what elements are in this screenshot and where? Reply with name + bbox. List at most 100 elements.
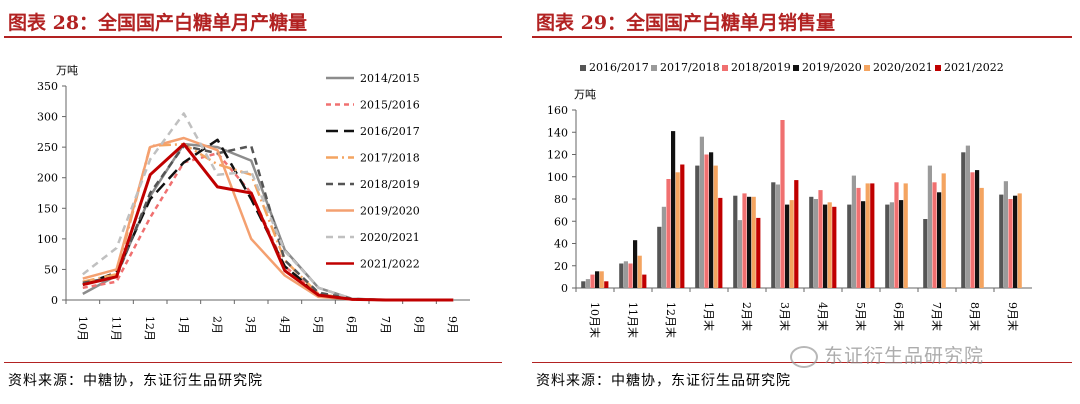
right-bar (599, 271, 604, 288)
right-x-tick-label: 10月末 (588, 302, 602, 338)
left-legend-label: 2015/2016 (360, 99, 420, 112)
right-bar (979, 187, 984, 288)
right-bar (847, 204, 852, 288)
right-bar (619, 263, 624, 288)
right-bar (737, 220, 742, 288)
right-legend-label: 2019/2020 (802, 61, 862, 74)
right-bar (923, 219, 928, 288)
left-x-tick-label: 2月 (211, 316, 224, 334)
right-bar (642, 274, 647, 288)
right-x-tick-label: 5月末 (854, 302, 868, 331)
left-legend-label: 2016/2017 (360, 125, 420, 138)
right-bar (932, 182, 937, 288)
right-y-tick-label: 60 (554, 215, 568, 228)
watermark: 东证衍生品研究院 (790, 341, 984, 368)
right-x-tick-label: 11月末 (626, 302, 640, 338)
left-y-tick-label: 0 (51, 294, 58, 307)
watermark-text: 东证衍生品研究院 (824, 345, 985, 367)
left-panel: 图表 28：全国国产白糖单月产糖量 万吨 0 50 100 150 200 250 300 35… (0, 0, 510, 404)
right-bar (870, 183, 875, 288)
left-legend-label: 2018/2019 (360, 178, 420, 191)
right-y-tick-label: 100 (547, 171, 568, 184)
left-series-line (82, 144, 454, 302)
right-bar (771, 182, 776, 288)
right-bar (1013, 195, 1018, 288)
right-bar (671, 131, 676, 288)
right-bar (595, 271, 600, 288)
left-title-rule (4, 36, 502, 38)
left-y-tick-label: 200 (37, 172, 58, 185)
left-series-line (82, 142, 454, 302)
right-x-tick-label: 1月末 (702, 302, 716, 331)
right-bar (585, 279, 590, 288)
right-x-tick-label: 3月末 (778, 302, 792, 331)
right-legend-label: 2018/2019 (731, 61, 791, 74)
left-legend-label: 2014/2015 (360, 72, 420, 85)
right-bar (661, 206, 666, 288)
right-bar (865, 183, 870, 288)
right-y-tick-label: 140 (547, 126, 568, 139)
right-y-tick-label: 40 (554, 238, 568, 251)
right-bar (633, 240, 638, 288)
left-legend-label: 2020/2021 (360, 231, 420, 244)
right-bar (851, 175, 856, 288)
right-bar (789, 200, 794, 288)
right-legend-swatch (651, 65, 657, 71)
left-line-chart: 万吨 0 50 100 150 200 250 300 350 10月 11月 12月 1月 2月 3月 4月… (37, 64, 470, 341)
right-legend-swatch (864, 65, 870, 71)
right-bar (818, 190, 823, 288)
right-bar (657, 226, 662, 288)
left-x-tick-label: 5月 (312, 316, 325, 334)
right-legend-swatch (793, 65, 799, 71)
right-bar (885, 204, 890, 288)
right-bar (756, 217, 761, 288)
left-y-unit: 万吨 (56, 64, 78, 77)
right-bar (813, 199, 818, 288)
right-bar (856, 187, 861, 288)
right-bar (927, 165, 932, 288)
left-x-tick-label: 6月 (345, 316, 358, 334)
right-title-rule (532, 36, 1072, 38)
right-bar (590, 274, 595, 288)
left-legend-label: 2021/2022 (360, 258, 420, 271)
right-bar (975, 170, 980, 288)
left-y-tick-label: 300 (37, 111, 58, 124)
right-bar (695, 165, 700, 288)
right-bar (675, 172, 680, 288)
right-y-tick-label: 120 (547, 149, 568, 162)
right-y-tick-label: 0 (561, 282, 568, 295)
right-legend-swatch (580, 65, 586, 71)
left-x-tick-label: 10月 (76, 316, 89, 341)
right-bar (742, 193, 747, 288)
right-bar (832, 206, 837, 288)
right-bar (961, 152, 966, 288)
right-bar (999, 194, 1004, 288)
right-bar (965, 145, 970, 288)
right-bar (581, 281, 586, 288)
right-x-tick-label: 12月末 (664, 302, 678, 338)
right-bar (1003, 181, 1008, 288)
right-bar (827, 202, 832, 288)
left-x-tick-label: 7月 (379, 316, 392, 334)
left-y-tick-label: 350 (37, 80, 58, 93)
right-bar (775, 184, 780, 288)
right-bar (941, 173, 946, 288)
right-bar (894, 182, 899, 288)
right-legend-label: 2016/2017 (589, 61, 649, 74)
right-x-tick-label: 6月末 (892, 302, 906, 331)
left-x-tick-label: 8月 (413, 316, 426, 334)
right-legend-label: 2020/2021 (873, 61, 933, 74)
right-bar (747, 196, 752, 288)
left-x-tick-label: 4月 (278, 316, 291, 334)
right-x-tick-label: 7月末 (930, 302, 944, 331)
right-y-tick-label: 20 (554, 260, 568, 273)
right-x-tick-label: 9月末 (1006, 302, 1020, 331)
right-y-unit: 万吨 (574, 88, 596, 101)
right-x-tick-label: 4月末 (816, 302, 830, 331)
left-y-tick-label: 100 (37, 233, 58, 246)
left-x-tick-label: 3月 (244, 316, 257, 334)
right-bar (1008, 199, 1013, 288)
right-bar (680, 164, 685, 288)
right-bar (637, 255, 642, 288)
right-bar (794, 180, 799, 288)
